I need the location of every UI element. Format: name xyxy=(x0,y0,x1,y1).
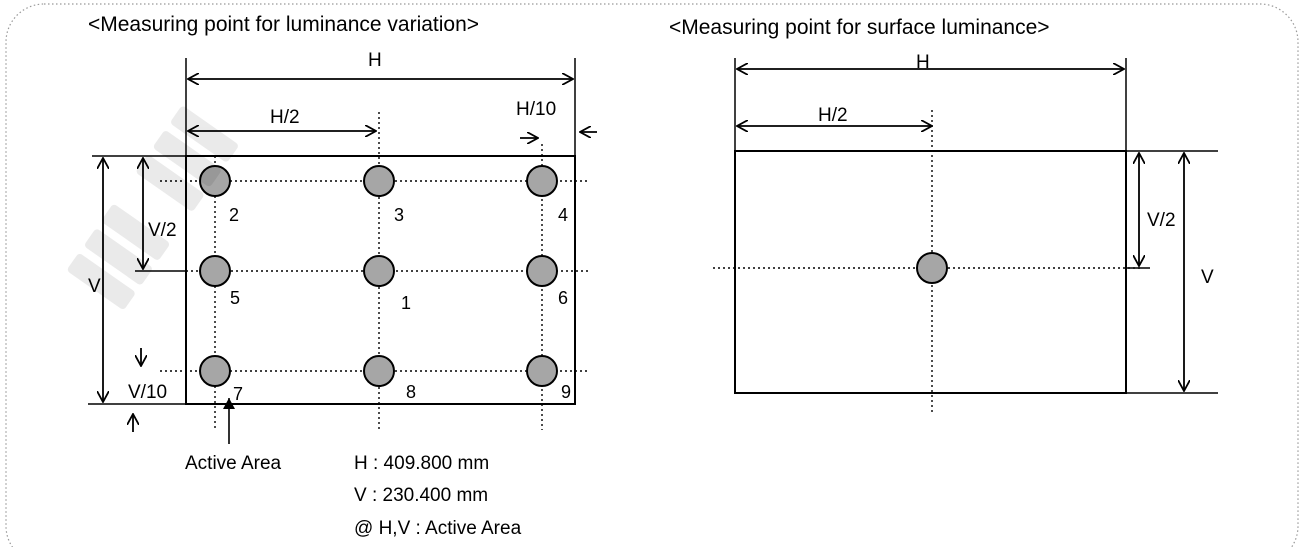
left-active-area-rect xyxy=(185,155,576,405)
measuring-point-1 xyxy=(363,255,395,287)
right-dim-h-half-label: H/2 xyxy=(818,105,848,126)
left-diagram-title: <Measuring point for luminance variation… xyxy=(88,13,479,36)
active-area-label: Active Area xyxy=(185,453,282,474)
right-active-area-rect xyxy=(734,150,1127,394)
right-dim-v-half-label: V/2 xyxy=(1147,210,1176,231)
point-number-9: 9 xyxy=(561,382,571,402)
left-point-numbers: 2 3 4 5 1 6 7 8 9 xyxy=(229,205,571,404)
right-diagram: <Measuring point for surface luminance> … xyxy=(669,16,1218,415)
note-h-size: H : 409.800 mm xyxy=(354,453,489,474)
measuring-point-2 xyxy=(199,165,231,197)
point-number-1: 1 xyxy=(401,293,411,313)
left-dim-h-tenth-label: H/10 xyxy=(516,99,556,120)
left-dim-v-label: V xyxy=(88,276,101,297)
left-diagram: <Measuring point for luminance variation… xyxy=(88,13,597,539)
right-center-measuring-point xyxy=(916,252,948,284)
left-measuring-points xyxy=(199,165,558,387)
measuring-point-6 xyxy=(526,255,558,287)
measuring-point-7 xyxy=(199,355,231,387)
note-v-size: V : 230.400 mm xyxy=(354,485,488,506)
point-number-2: 2 xyxy=(229,205,239,225)
right-diagram-title: <Measuring point for surface luminance> xyxy=(669,16,1050,39)
measuring-point-9 xyxy=(526,355,558,387)
measuring-point-3 xyxy=(363,165,395,197)
outer-frame xyxy=(5,3,1299,547)
left-dim-h-half-label: H/2 xyxy=(270,107,300,128)
measuring-point-5 xyxy=(199,255,231,287)
right-grid-lines xyxy=(713,110,1142,415)
point-number-5: 5 xyxy=(230,288,240,308)
point-number-8: 8 xyxy=(406,382,416,402)
measuring-point-8 xyxy=(363,355,395,387)
point-number-6: 6 xyxy=(558,288,568,308)
left-dim-v-half-label: V/2 xyxy=(148,220,177,241)
right-dim-h-label: H xyxy=(916,52,930,73)
left-dim-h-label: H xyxy=(368,50,382,71)
point-number-3: 3 xyxy=(394,205,404,225)
measuring-point-4 xyxy=(526,165,558,197)
point-number-4: 4 xyxy=(558,205,568,225)
left-dim-v-tenth-label: V/10 xyxy=(128,382,167,403)
note-active-area: @ H,V : Active Area xyxy=(354,518,522,539)
point-number-7: 7 xyxy=(233,384,243,404)
right-dim-v-label: V xyxy=(1201,267,1214,288)
